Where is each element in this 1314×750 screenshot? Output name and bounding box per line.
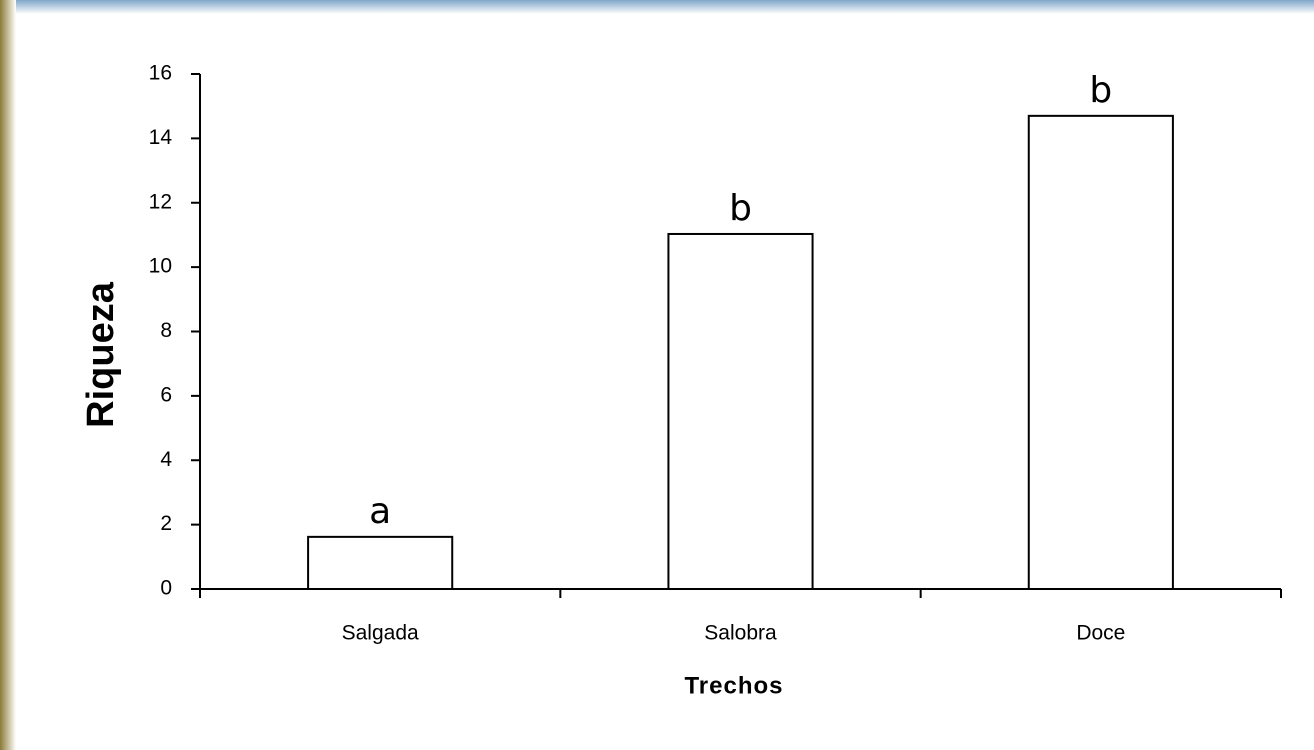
bar: [667, 232, 814, 591]
background-edge: [0, 0, 16, 750]
x-tick-label: Salgada: [342, 622, 419, 645]
significance-letter: b: [1089, 70, 1112, 111]
x-axis-label: Trechos: [684, 672, 783, 699]
x-tick-label: Salobra: [704, 622, 777, 645]
significance-letter: a: [369, 491, 391, 532]
x-tick-label: Doce: [1076, 622, 1125, 645]
significance-letter: b: [729, 188, 752, 229]
background-edge: [0, 0, 1314, 14]
y-tick-label: 4: [160, 448, 172, 471]
y-tick-label: 16: [149, 62, 172, 85]
bar: [307, 535, 454, 591]
y-tick-label: 0: [160, 577, 172, 600]
y-axis-label: Riqueza: [80, 281, 122, 428]
y-tick-label: 10: [149, 255, 172, 278]
bar: [1027, 114, 1174, 590]
y-tick-label: 8: [160, 319, 172, 342]
y-tick-label: 6: [160, 383, 172, 406]
y-tick-label: 2: [160, 512, 172, 535]
y-tick-label: 14: [149, 126, 173, 149]
y-tick-label: 12: [149, 190, 172, 213]
